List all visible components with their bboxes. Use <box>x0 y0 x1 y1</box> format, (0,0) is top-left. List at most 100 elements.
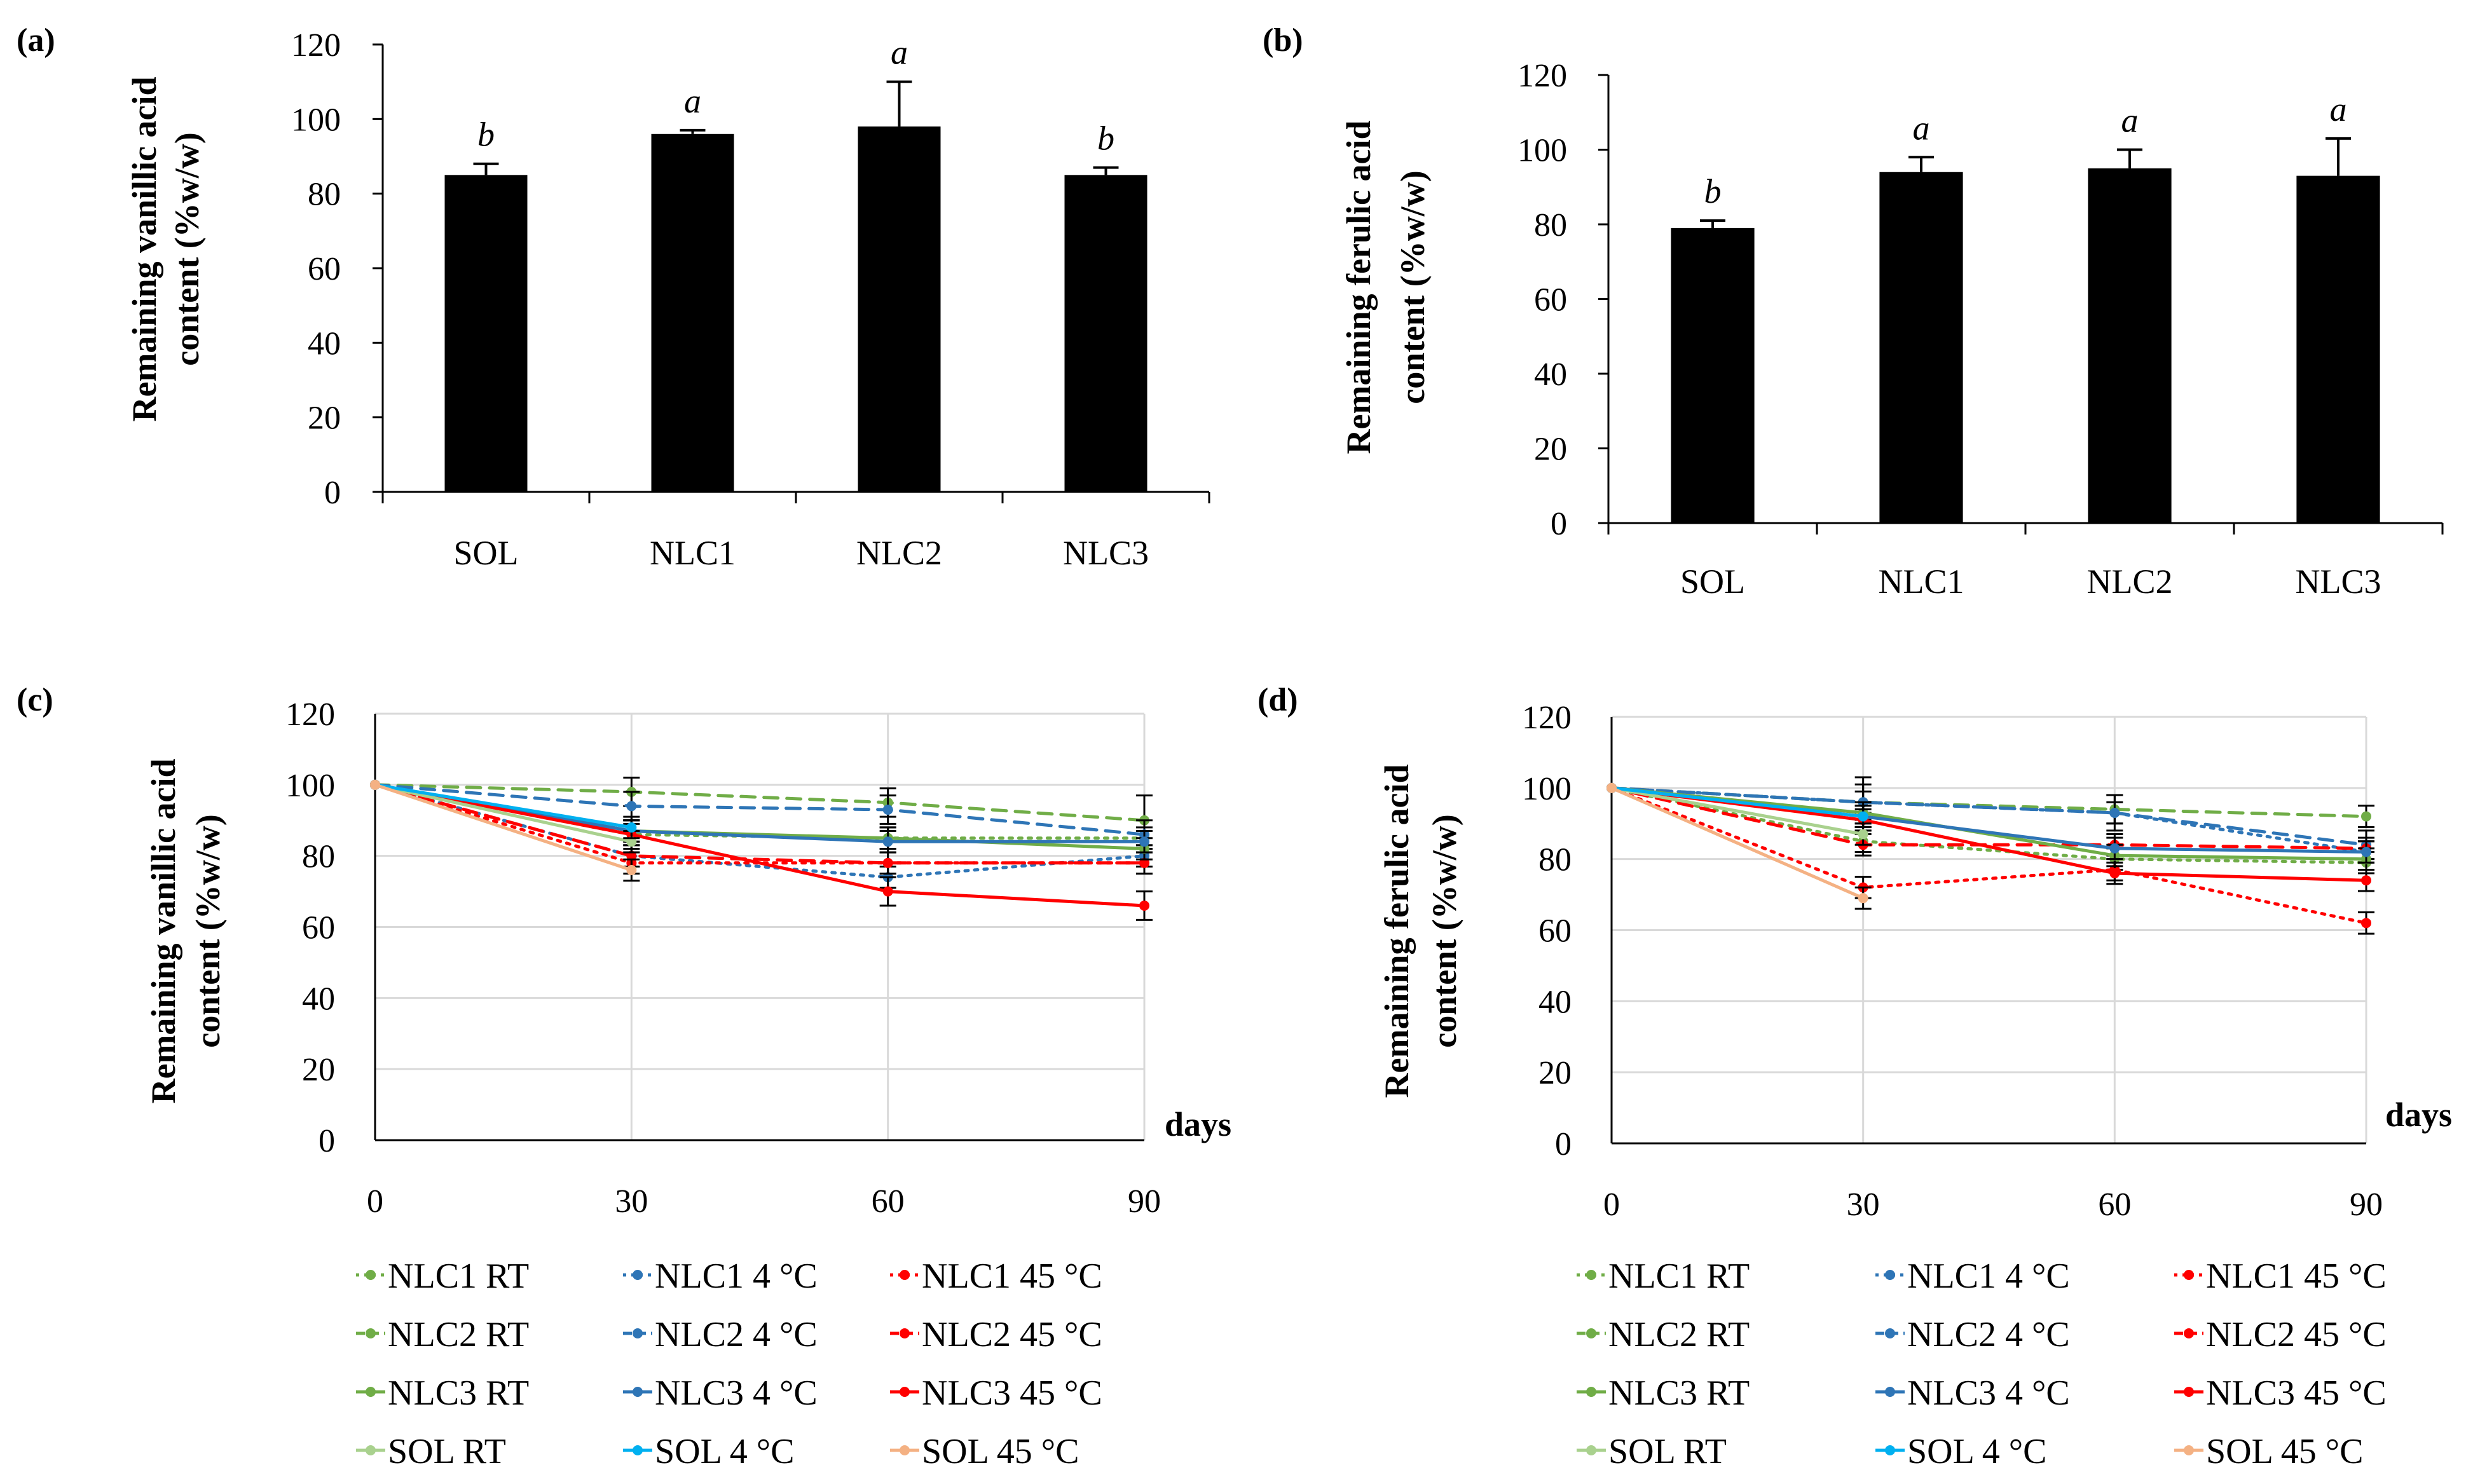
legend-swatch-marker-nlc1-4-c <box>633 1270 643 1280</box>
significance-letter-nlc3: a <box>2330 90 2347 128</box>
y-tick-label: 40 <box>1534 357 1567 393</box>
category-label-nlc3: NLC3 <box>2296 562 2381 601</box>
category-label-nlc2: NLC2 <box>2087 562 2173 601</box>
category-label-nlc1: NLC1 <box>650 534 736 572</box>
series-line-nlc2-rt <box>373 783 1146 822</box>
bar-nlc1 <box>1879 172 1963 523</box>
series-line-nlc3-45-c <box>373 783 1146 908</box>
data-point-nlc2-45-c <box>882 857 893 868</box>
legend-item-sol-45-c: SOL 45 °C <box>890 1432 1079 1471</box>
series-line-nlc1-4-c <box>1610 786 2368 854</box>
y-tick-label: 20 <box>1538 1055 1572 1091</box>
legend-label-sol-45-c: SOL 45 °C <box>922 1432 1079 1471</box>
panel-a-plot: b SOL a NLC1 a NLC2 b NLC3 <box>373 34 1210 572</box>
legend-label-nlc2-rt: NLC2 RT <box>388 1315 529 1354</box>
data-point-nlc1-45-c <box>2361 918 2371 929</box>
legend-item-nlc3-rt: NLC3 RT <box>356 1373 529 1413</box>
y-tick-label: 100 <box>1522 771 1572 807</box>
series-nlc1-rt <box>370 779 1153 850</box>
panel-c-plot: 0 20 40 60 80 100 120 0 30 60 90 <box>285 697 1161 1220</box>
panel-c-label: (c) <box>17 682 53 718</box>
category-label-nlc3: NLC3 <box>1063 534 1149 572</box>
series-nlc3-45-c <box>370 779 1153 921</box>
data-point-nlc2-45-c <box>1139 857 1149 868</box>
y-tick-label: 60 <box>1534 282 1567 318</box>
legend-label-nlc3-4-c: NLC3 4 °C <box>655 1373 818 1413</box>
y-tick-label: 40 <box>1538 984 1572 1020</box>
legend-item-nlc1-45-c: NLC1 45 °C <box>890 1256 1102 1296</box>
series-nlc2-rt <box>1607 782 2374 828</box>
data-point-sol-4-c <box>626 822 637 833</box>
legend-swatch-marker-nlc3-45-c <box>900 1387 910 1397</box>
y-tick-label: 20 <box>1534 432 1567 468</box>
y-tick-label: 40 <box>308 325 341 362</box>
legend-swatch-marker-nlc3-rt <box>366 1387 376 1397</box>
y-tick-label: 80 <box>1534 207 1567 243</box>
panel-a-y-ticks: 0 20 40 60 80 100 120 <box>291 27 341 511</box>
panel-a-vanillic-bar-chart: (a) Remaining vanillic acid content (%w/… <box>17 22 1210 572</box>
data-point-nlc2-4-c <box>882 804 893 815</box>
y-tick-label: 60 <box>1538 913 1572 950</box>
legend-label-nlc1-45-c: NLC1 45 °C <box>922 1256 1102 1296</box>
legend-label-nlc2-45-c: NLC2 45 °C <box>922 1315 1102 1354</box>
significance-letter-sol: b <box>477 116 495 154</box>
panel-d-label: (d) <box>1257 682 1298 718</box>
panel-d-days-label: days <box>2385 1096 2452 1134</box>
series-line-nlc1-rt <box>1610 786 2368 864</box>
series-nlc3-rt <box>1607 782 2374 871</box>
legend-item-sol-4-c: SOL 4 °C <box>1875 1432 2046 1471</box>
y-tick-label: 40 <box>302 981 335 1017</box>
significance-letter-sol: b <box>1704 172 1722 210</box>
legend-swatch-marker-nlc3-4-c <box>1885 1387 1895 1397</box>
panel-d-ferulic-stability-line-chart: (d) Remaining ferulic acid content (%w/w… <box>1257 682 2452 1471</box>
data-point-nlc3-45-c <box>2109 868 2120 879</box>
category-label-nlc1: NLC1 <box>1879 562 1964 601</box>
legend-swatch-marker-nlc1-rt <box>1586 1270 1596 1280</box>
data-point-sol-45-c <box>626 865 637 876</box>
series-line-sol-45-c <box>373 783 633 872</box>
data-point-nlc3-4-c <box>1139 836 1149 847</box>
y-tick-label: 0 <box>324 475 341 511</box>
bar-nlc3 <box>2296 175 2380 523</box>
legend-swatch-marker-nlc2-45-c <box>900 1328 910 1338</box>
x-tick-label: 60 <box>2098 1187 2131 1223</box>
series-line-nlc3-45-c <box>1610 786 2368 882</box>
y-tick-label: 0 <box>1555 1126 1572 1162</box>
series-line-nlc3-rt <box>1610 786 2368 861</box>
legend-item-nlc1-rt: NLC1 RT <box>1577 1256 1750 1296</box>
legend-label-nlc1-rt: NLC1 RT <box>388 1256 529 1296</box>
y-tick-label: 80 <box>302 839 335 875</box>
legend-item-nlc2-rt: NLC2 RT <box>1577 1315 1750 1354</box>
series-line-nlc3-4-c <box>1610 786 2368 854</box>
legend-label-nlc1-rt: NLC1 RT <box>1608 1256 1750 1296</box>
data-point-sol-4-c <box>1858 811 1868 822</box>
legend-swatch-marker-nlc2-4-c <box>1885 1328 1895 1338</box>
legend-label-nlc3-4-c: NLC3 4 °C <box>1907 1373 2070 1413</box>
category-label-nlc2: NLC2 <box>856 534 942 572</box>
legend-label-nlc3-rt: NLC3 RT <box>1608 1373 1750 1413</box>
panel-d-ylabel-line1: Remaining ferulic acid <box>1378 765 1416 1098</box>
data-point-nlc2-4-c <box>2109 807 2120 818</box>
y-tick-label: 20 <box>302 1052 335 1088</box>
legend-item-nlc2-4-c: NLC2 4 °C <box>623 1315 818 1354</box>
data-point-sol-45-c <box>1858 893 1868 904</box>
series-sol-45-c <box>370 779 640 882</box>
legend-item-nlc1-4-c: NLC1 4 °C <box>1875 1256 2070 1296</box>
legend-swatch-marker-nlc1-4-c <box>1885 1270 1895 1280</box>
series-line-nlc2-45-c <box>1610 786 2368 850</box>
y-tick-label: 100 <box>291 102 341 138</box>
legend-item-nlc2-45-c: NLC2 45 °C <box>2174 1315 2387 1354</box>
significance-letter-nlc3: b <box>1097 119 1114 158</box>
data-point-sol-45-c <box>370 779 380 790</box>
panel-c-ylabel-line1: Remaining vanillic acid <box>144 758 182 1103</box>
legend-swatch-marker-sol-45-c <box>900 1445 910 1455</box>
legend-swatch-marker-nlc2-rt <box>366 1328 376 1338</box>
data-point-nlc3-4-c <box>2361 847 2371 857</box>
legend-item-nlc1-4-c: NLC1 4 °C <box>623 1256 818 1296</box>
data-point-nlc3-45-c <box>882 886 893 897</box>
significance-letter-nlc2: a <box>2121 102 2139 140</box>
x-tick-label: 90 <box>2350 1187 2383 1223</box>
legend-label-nlc1-4-c: NLC1 4 °C <box>1907 1256 2070 1296</box>
data-point-nlc2-rt <box>2361 811 2371 822</box>
series-line-sol-45-c <box>1610 786 1865 900</box>
